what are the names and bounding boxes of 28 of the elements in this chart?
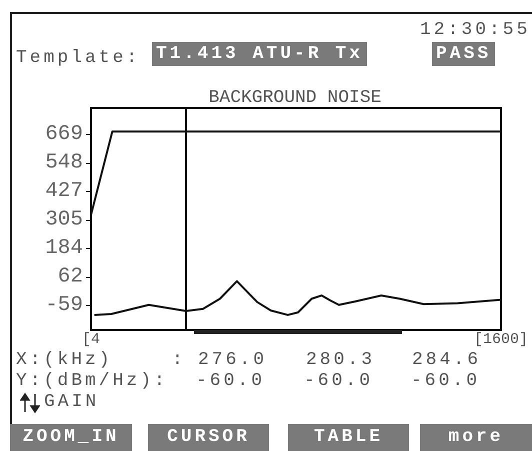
- y-tick-label: 669: [45, 123, 83, 146]
- text: -60.0: [196, 371, 266, 391]
- text: 280.3: [306, 350, 376, 370]
- text: 12:30:55: [420, 20, 530, 40]
- text: -60.0: [304, 371, 374, 391]
- text: 284.6: [412, 350, 482, 370]
- x-tick-label: [4: [82, 331, 100, 348]
- text: PASS: [432, 42, 496, 66]
- chart-title: BACKGROUND NOISE: [208, 88, 382, 108]
- text: Y:(dBm/Hz):: [16, 371, 168, 391]
- text: 276.0: [198, 350, 268, 370]
- text: TABLE: [288, 424, 409, 451]
- text: :: [172, 350, 186, 370]
- text: -60.0: [411, 371, 480, 391]
- y-tick-label: -59: [45, 294, 83, 318]
- y-tick-label: 305: [45, 208, 83, 232]
- text: ZOOM_IN: [10, 424, 132, 451]
- text: T1.413 ATU-R Tx: [152, 42, 368, 66]
- text: more: [420, 424, 532, 451]
- text: X:(kHz): [16, 350, 113, 370]
- y-tick-label: 62: [58, 266, 83, 289]
- y-tick-label: 427: [45, 180, 83, 203]
- y-tick-label: 548: [45, 151, 83, 174]
- text: CURSOR: [148, 424, 269, 451]
- text: Template:: [16, 48, 140, 68]
- text: GAIN: [44, 392, 100, 412]
- y-tick-label: 184: [45, 236, 83, 260]
- x-tick-label: [1600]: [474, 331, 528, 348]
